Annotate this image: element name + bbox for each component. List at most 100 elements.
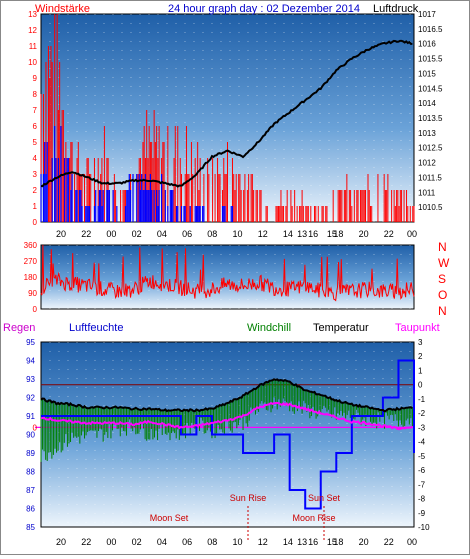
tick-temperature: -8 — [418, 495, 426, 504]
p3-xtick: 00 — [106, 537, 116, 547]
p1-xtick: 20 — [56, 229, 66, 239]
tick-left-wind: 5 — [33, 138, 38, 147]
legend-regen: Regen — [3, 322, 35, 334]
p1-xtick: 10 — [232, 229, 242, 239]
tick-left-wind: 6 — [33, 122, 38, 131]
tick-right-pressure: 1011.5 — [418, 173, 442, 182]
p1-xtick: 20 — [359, 229, 369, 239]
p3-xtick: 06 — [182, 537, 192, 547]
tick-right-pressure: 1013.5 — [418, 114, 443, 123]
p3-xtick-special: 13 — [297, 537, 307, 547]
tick-left-wind: 10 — [28, 58, 37, 67]
tick-humidity: 88 — [26, 468, 35, 477]
tick-right-pressure: 1014 — [418, 99, 436, 108]
tick-left-wind: 0 — [33, 218, 38, 227]
legend-temperatur: Temperatur — [313, 322, 369, 334]
annotation-moon-rise: Moon Rise — [292, 513, 335, 523]
tick-right-pressure: 1016.5 — [418, 25, 443, 34]
chart-title: 24 hour graph day : 02 Dezember 2014 — [168, 3, 360, 15]
tick-right-pressure: 1011 — [418, 188, 436, 197]
p3-xtick: 16 — [308, 537, 318, 547]
tick-temperature: -6 — [418, 466, 426, 475]
p3-xtick: 04 — [157, 537, 167, 547]
tick-left-wind: 13 — [28, 10, 37, 19]
p3-xtick-special: 15 — [327, 537, 337, 547]
right-axis-label-pressure: Luftdruck — [373, 3, 419, 15]
tick-right-pressure: 1013 — [418, 129, 436, 138]
p1-xtick-special: 15 — [327, 229, 337, 239]
p3-xtick: 20 — [359, 537, 369, 547]
tick-humidity: 85 — [26, 523, 35, 532]
p1-xtick: 18 — [333, 229, 343, 239]
p3-xtick: 22 — [81, 537, 91, 547]
compass-label: N — [438, 240, 447, 254]
tick-temperature: -9 — [418, 509, 426, 518]
series-windchill — [40, 379, 413, 462]
p1-xtick: 04 — [157, 229, 167, 239]
series-taupunkt — [40, 401, 414, 431]
tick-temperature: -4 — [418, 438, 426, 447]
tick-humidity: 95 — [26, 338, 35, 347]
compass-label: S — [438, 272, 446, 286]
p1-xtick: 06 — [182, 229, 192, 239]
tick-humidity: 92 — [26, 394, 35, 403]
tick-left-wind: 3 — [33, 170, 38, 179]
series-luftfeuchte — [41, 359, 415, 510]
tick-humidity: 87 — [26, 486, 35, 495]
tick-left-wind: 9 — [33, 74, 38, 83]
annotation-moon-set: Moon Set — [150, 513, 189, 523]
tick-humidity: 94 — [26, 357, 35, 366]
tick-wind-direction: 270 — [24, 257, 38, 266]
tick-humidity: 89 — [26, 449, 35, 458]
annotation-sun-set: Sun Set — [308, 493, 341, 503]
tick-temperature: -5 — [418, 452, 426, 461]
plot-area-wind-direction — [40, 244, 415, 310]
p1-xtick: 00 — [106, 229, 116, 239]
p1-xtick: 02 — [132, 229, 142, 239]
compass-label: N — [438, 304, 447, 318]
p1-xtick: 22 — [81, 229, 91, 239]
tick-wind-direction: 90 — [28, 289, 37, 298]
tick-right-pressure: 1016 — [418, 40, 436, 49]
series-luftdruck — [40, 39, 413, 188]
tick-wind-direction: 180 — [24, 273, 38, 282]
tick-temperature: -3 — [418, 423, 426, 432]
regen-zero-label: 0 — [33, 423, 38, 432]
tick-humidity: 90 — [26, 431, 35, 440]
tick-right-pressure: 1012 — [418, 159, 436, 168]
tick-right-pressure: 1010.5 — [418, 203, 443, 212]
tick-wind-direction: 360 — [24, 241, 38, 250]
annotation-sun-rise: Sun Rise — [230, 493, 267, 503]
tick-left-wind: 12 — [28, 26, 37, 35]
tick-right-pressure: 1015 — [418, 69, 436, 78]
compass-label: W — [438, 256, 450, 270]
p1-xtick: 08 — [207, 229, 217, 239]
tick-temperature: 2 — [418, 352, 423, 361]
p1-xtick: 12 — [258, 229, 268, 239]
p3-xtick: 08 — [207, 537, 217, 547]
legend-luftfeuchte: Luftfeuchte — [69, 322, 123, 334]
legend-taupunkt: Taupunkt — [395, 322, 440, 334]
series-temperatur — [40, 378, 413, 413]
legend-windchill: Windchill — [247, 322, 291, 334]
tick-right-pressure: 1014.5 — [418, 84, 443, 93]
tick-left-wind: 11 — [29, 42, 38, 51]
p3-xtick: 14 — [283, 537, 293, 547]
p1-xtick: 00 — [407, 229, 417, 239]
tick-left-wind: 1 — [33, 202, 38, 211]
tick-right-pressure: 1017 — [418, 10, 436, 19]
p1-xtick: 16 — [308, 229, 318, 239]
series-windrichtung — [40, 244, 415, 302]
tick-right-pressure: 1012.5 — [418, 144, 443, 153]
tick-temperature: -1 — [418, 395, 426, 404]
p3-xtick: 10 — [232, 537, 242, 547]
compass-label: O — [438, 288, 447, 302]
p3-xtick: 20 — [56, 537, 66, 547]
p3-xtick: 18 — [333, 537, 343, 547]
p3-xtick: 02 — [132, 537, 142, 547]
tick-humidity: 93 — [26, 375, 35, 384]
series-boeen — [40, 126, 234, 222]
tick-humidity: 91 — [26, 412, 35, 421]
